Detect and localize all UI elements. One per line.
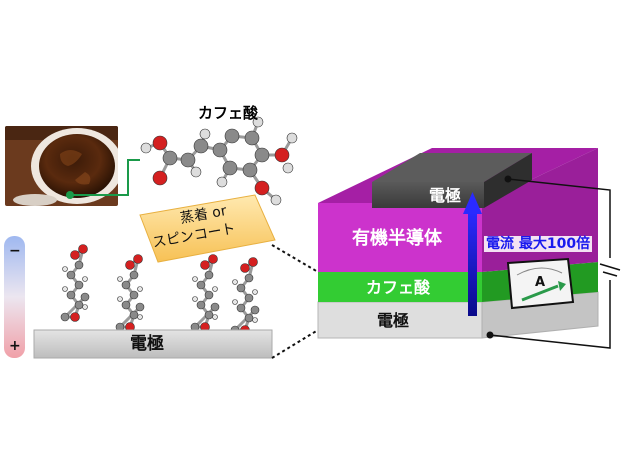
current-label: 電流 最大100倍 <box>484 236 593 252</box>
zoom-line-bottom <box>271 329 319 359</box>
current-arrow-shaft <box>468 212 477 316</box>
stack-semiconductor-label: 有機半導体 <box>352 228 442 249</box>
bottom-electrode-label: 電極 <box>130 334 164 354</box>
ammeter-icon <box>506 257 575 310</box>
stack-caffeic-front <box>318 272 482 302</box>
caffeic-acid-molecule <box>140 116 298 206</box>
circuit-wire-bottom <box>489 280 611 349</box>
stack-caffeic-label: カフェ酸 <box>366 278 431 297</box>
current-arrow-head <box>463 192 482 214</box>
coffee-cup-photo <box>5 126 118 206</box>
stack-bottom-electrode-label: 電極 <box>377 311 410 330</box>
polarity-plus: + <box>9 338 21 354</box>
deposition-band <box>139 194 276 263</box>
top-electrode-front <box>372 182 484 208</box>
polarity-minus: − <box>9 243 21 259</box>
stack-top-electrode-label: 電極 <box>429 186 462 205</box>
ammeter-symbol: A <box>535 275 546 290</box>
bottom-electrode-left <box>33 329 273 359</box>
top-electrode-top <box>372 153 532 182</box>
circuit-wire-top <box>507 178 611 258</box>
deposited-molecules <box>60 244 260 335</box>
photo-connector <box>70 159 140 196</box>
zoom-line-top <box>271 244 319 273</box>
polarity-bar <box>4 236 25 358</box>
stack-semiconductor-front <box>318 203 482 272</box>
molecule-title: カフェ酸 <box>198 104 259 122</box>
